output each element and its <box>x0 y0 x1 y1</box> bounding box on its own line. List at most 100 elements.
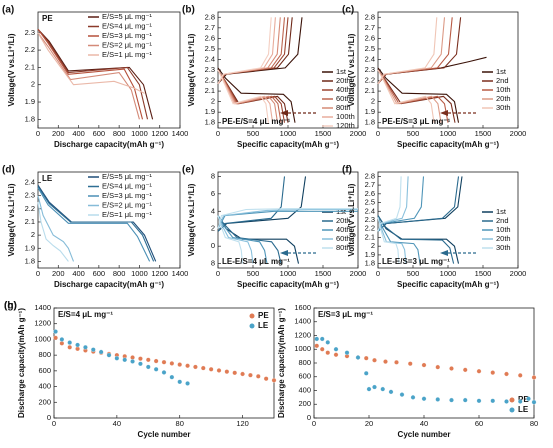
data-point <box>208 366 214 372</box>
data-point <box>185 363 190 369</box>
data-point <box>526 396 531 402</box>
y-tick-label: 400 <box>38 382 51 391</box>
panel: 0 200 400 600 800 1000 1200 1400 1.8 1.9 2 2.1 2.2 2.… <box>2 5 188 149</box>
y-tick-label: 2 <box>31 80 35 89</box>
y-tick-label: 0 <box>307 413 311 422</box>
data-point <box>490 398 496 404</box>
data-point <box>363 355 369 361</box>
x-tick-label: 2000 <box>350 129 367 138</box>
data-point <box>161 359 167 365</box>
data-point <box>325 350 331 356</box>
y-tick-label: 2 <box>211 224 215 233</box>
data-point <box>263 376 269 382</box>
data-point <box>53 335 58 341</box>
data-point <box>531 375 537 380</box>
data-point <box>407 361 413 367</box>
x-tick-label: 500 <box>247 129 260 138</box>
plot-frame <box>53 307 275 419</box>
annotation: LE <box>42 174 53 183</box>
data-point <box>169 361 175 366</box>
x-tick-label: 2000 <box>510 269 527 278</box>
legend-swatch <box>249 323 255 329</box>
y-tick-label: 2.4 <box>25 178 35 187</box>
y-axis-label: Discharge capacity(mAh g⁻¹) <box>277 308 286 418</box>
data-point <box>216 368 222 373</box>
legend-label: 80th <box>336 103 351 112</box>
y-tick-label: 800 <box>38 350 51 359</box>
y-tick-label: 1.9 <box>25 97 35 106</box>
x-axis-label: Discharge capacity(mAh g⁻¹) <box>54 140 164 149</box>
legend-label: 1st <box>496 67 507 76</box>
data-point <box>145 357 151 363</box>
y-tick-label: 600 <box>38 366 51 375</box>
y-tick-label: 1000 <box>34 334 51 343</box>
x-tick-label: 400 <box>72 129 85 138</box>
series-line <box>37 28 154 120</box>
y-tick-label: 1.9 <box>25 243 35 252</box>
y-axis-label: Voltage(V vs.Li⁺/Li) <box>347 183 356 256</box>
y-tick-label: 2.7 <box>365 180 375 189</box>
data-point <box>517 373 523 378</box>
x-tick-label: 2000 <box>350 269 367 278</box>
series-line <box>37 187 151 262</box>
data-point <box>75 342 80 348</box>
y-tick-label: 2.2 <box>365 76 375 85</box>
panel-label: (h) <box>4 301 17 312</box>
x-tick-label: 0 <box>36 269 40 278</box>
data-point <box>90 347 96 352</box>
y-tick-label: 1.8 <box>25 114 35 123</box>
x-axis-label: Cycle number <box>138 430 191 439</box>
panel: 0 500 1000 1500 2000 1.8 1.92 2.12.2 2.3 2.42.5 2.… <box>342 5 526 149</box>
arrow-head <box>440 110 448 116</box>
legend-label: E/S=3 μL mg⁻¹ <box>102 31 152 40</box>
annotation: PE-E/S=3 μL mg⁻¹ <box>382 117 451 126</box>
legend-swatch <box>509 397 515 403</box>
series-line <box>37 28 149 120</box>
data-point <box>114 355 120 361</box>
y-tick-label: 200 <box>38 397 51 406</box>
data-point <box>255 374 261 379</box>
data-point <box>319 346 325 352</box>
series-line <box>217 208 358 264</box>
series-line <box>37 28 144 120</box>
legend-label: E/S=2 μL mg⁻¹ <box>102 40 152 49</box>
annotation: LE-E/S=3 μL mg⁻¹ <box>382 257 450 266</box>
x-tick-label: 60 <box>475 419 483 428</box>
legend-label: 20th <box>336 76 351 85</box>
x-tick-label: 20 <box>365 419 373 428</box>
y-tick-label: 2.2 <box>205 76 215 85</box>
x-tick-label: 1200 <box>151 129 168 138</box>
annotation: PE <box>42 14 53 23</box>
y-tick-label: 2.2 <box>25 204 35 213</box>
x-tick-label: 80 <box>530 419 538 428</box>
y-tick-label: 2 <box>371 241 375 250</box>
y-tick-label: 2.5 <box>205 44 215 53</box>
data-point <box>490 370 496 375</box>
y-axis-label: Voltage(V vs.Li⁺/Li) <box>187 183 196 256</box>
data-point <box>161 370 167 375</box>
y-tick-label: 2 <box>211 97 215 106</box>
y-tick-label: 800 <box>298 358 311 367</box>
x-tick-label: 0 <box>376 269 380 278</box>
y-tick-label: 2.3 <box>365 65 375 74</box>
y-tick-label: 2.6 <box>205 33 215 42</box>
data-point <box>98 349 104 355</box>
data-point <box>449 366 454 371</box>
y-tick-label: 1200 <box>34 319 51 328</box>
y-tick-label: 1400 <box>34 303 51 312</box>
y-tick-label: 1200 <box>294 330 311 339</box>
x-tick-label: 40 <box>420 419 428 428</box>
y-tick-label: 400 <box>298 385 311 394</box>
data-point <box>169 374 175 380</box>
legend-label: E/S=4 μL mg⁻¹ <box>102 21 152 30</box>
series-line <box>217 17 272 123</box>
legend-label: LE <box>258 321 269 330</box>
data-point <box>106 352 112 358</box>
data-point <box>138 361 143 367</box>
data-point <box>224 369 230 374</box>
x-tick-label: 800 <box>113 269 126 278</box>
x-tick-label: 2000 <box>510 129 527 138</box>
x-tick-label: 0 <box>52 419 56 428</box>
data-point <box>83 344 88 350</box>
